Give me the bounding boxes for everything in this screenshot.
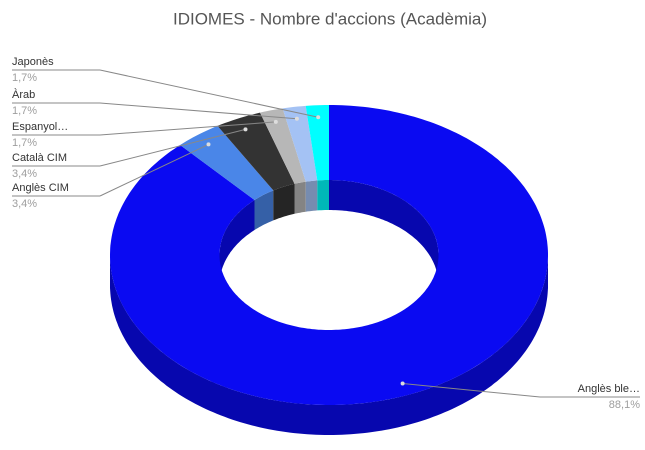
slice — [110, 105, 548, 405]
slice-inner-side — [317, 180, 329, 211]
leader-dot — [243, 127, 248, 132]
category-label: Anglès ble… — [578, 383, 640, 395]
leader-line — [12, 69, 319, 118]
value-label: 1,7% — [12, 137, 37, 149]
chart-title: IDIOMES - Nombre d'accions (Acadèmia) — [173, 9, 487, 28]
value-label: 3,4% — [12, 198, 37, 210]
category-label: Anglès CIM — [12, 182, 69, 194]
slice-inner-side — [273, 183, 295, 221]
leader-dot — [206, 142, 211, 147]
slice — [260, 108, 306, 184]
value-label: 3,4% — [12, 168, 37, 180]
value-label: 1,7% — [12, 72, 37, 84]
leader-dot — [273, 119, 278, 124]
leader-dot — [294, 116, 299, 121]
slice — [305, 105, 329, 181]
category-label: Japonès — [12, 56, 54, 68]
slice — [180, 125, 274, 200]
leader-line — [12, 128, 246, 167]
slice — [282, 105, 318, 182]
slice-inner-side — [219, 180, 439, 285]
leader-line — [12, 143, 209, 197]
slice-outer-side — [110, 255, 548, 435]
leader-dot — [316, 115, 321, 120]
category-label: Espanyol… — [12, 121, 68, 133]
leader-line — [12, 102, 297, 120]
category-label: Àrab — [12, 88, 35, 101]
value-label: 1,7% — [12, 105, 37, 117]
leader-dot — [400, 381, 405, 386]
value-label: 88,1% — [609, 399, 640, 411]
slice-inner-side — [254, 190, 274, 230]
leader-line — [12, 121, 276, 136]
leader-line — [402, 383, 640, 398]
slice-inner-side — [305, 180, 318, 212]
category-label: Català CIM — [12, 152, 67, 164]
slice-inner-side — [294, 181, 306, 214]
